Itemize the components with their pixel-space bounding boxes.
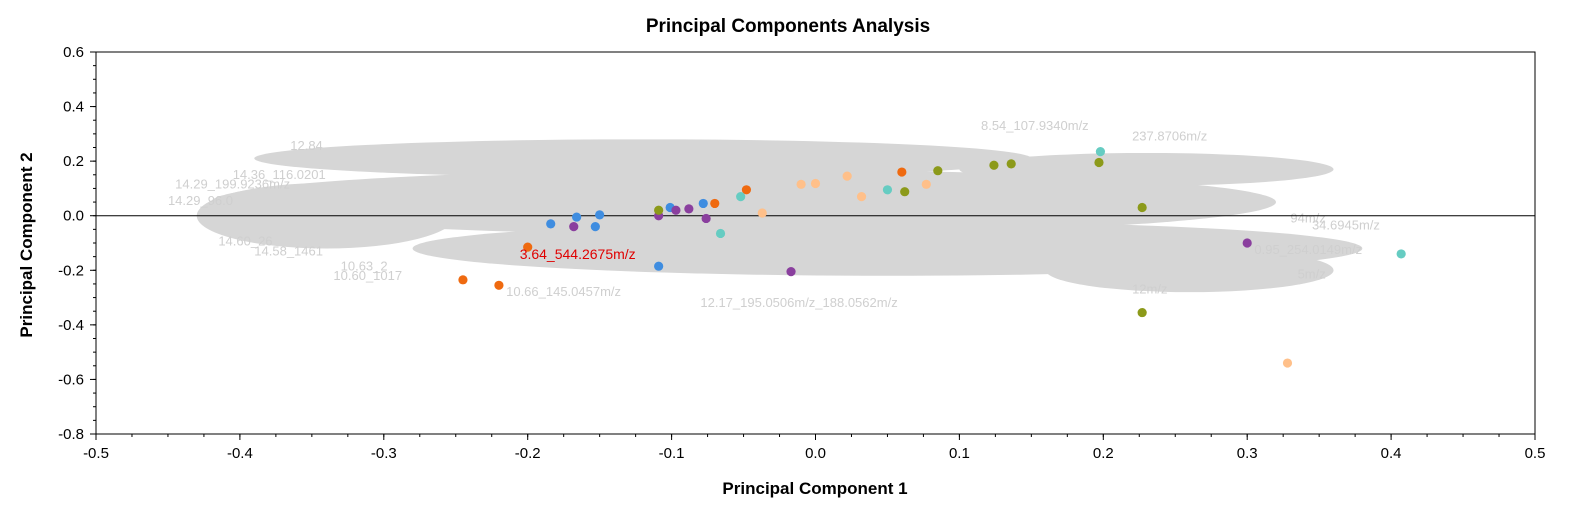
point-s2-6 xyxy=(1242,238,1252,248)
background-label-11: 237.8706m/z xyxy=(1132,129,1207,144)
background-label-5: 14.58_1461 xyxy=(254,243,323,258)
background-label-15: 5m/z xyxy=(1298,266,1326,281)
cloud-blob-1 xyxy=(211,169,1276,235)
point-s0-4 xyxy=(741,185,752,195)
point-s1-1 xyxy=(572,212,582,222)
background-label-6: 10.63_2 xyxy=(341,258,388,273)
point-s5-0 xyxy=(654,205,664,215)
background-label-3: 14.29_96.0 xyxy=(168,193,233,208)
point-s2-0 xyxy=(569,222,579,232)
x-tick-label-3: -0.2 xyxy=(515,445,541,462)
point-s1-3 xyxy=(595,210,605,220)
y-tick-label-4: -0.2 xyxy=(58,262,84,279)
point-s3-3 xyxy=(1095,146,1106,157)
point-s0-1 xyxy=(458,275,468,285)
y-tick-label-3: 0.0 xyxy=(63,208,84,225)
point-s3-0 xyxy=(736,192,746,202)
point-s3-1 xyxy=(715,228,726,239)
highlight-label: 3.64_544.2675m/z xyxy=(520,246,636,262)
x-tick-label-5: 0.0 xyxy=(805,445,826,462)
background-label-8: 10.66_145.0457m/z xyxy=(506,284,621,299)
point-s4-5 xyxy=(921,179,931,189)
point-s3-4 xyxy=(1396,249,1406,259)
point-s2-5 xyxy=(786,267,796,277)
background-label-16: 12m/z xyxy=(1132,281,1167,296)
point-s5-2 xyxy=(933,166,943,176)
point-s0-3 xyxy=(710,198,720,209)
x-tick-label-1: -0.4 xyxy=(227,445,253,462)
x-tick-label-4: -0.1 xyxy=(659,445,685,462)
point-s0-0 xyxy=(523,242,533,252)
y-tick-label-5: -0.4 xyxy=(58,317,84,334)
point-s4-2 xyxy=(810,178,821,189)
y-tick-label-2: 0.2 xyxy=(63,153,84,170)
x-tick-label-8: 0.3 xyxy=(1237,445,1258,462)
x-tick-label-9: 0.4 xyxy=(1381,445,1402,462)
background-label-12: 94m/z xyxy=(1290,211,1325,226)
point-s3-2 xyxy=(882,185,893,195)
x-tick-label-10: 0.5 xyxy=(1525,445,1546,462)
point-s1-2 xyxy=(590,222,600,232)
point-s5-7 xyxy=(1137,307,1147,318)
y-tick-label-1: 0.4 xyxy=(63,99,84,116)
point-s5-3 xyxy=(989,160,999,170)
point-s1-0 xyxy=(546,219,556,229)
y-tick-label-6: -0.6 xyxy=(58,371,84,388)
x-tick-label-7: 0.2 xyxy=(1093,445,1114,462)
x-tick-label-6: 0.1 xyxy=(949,445,970,462)
background-label-7: 10.60_1017 xyxy=(333,268,402,283)
point-s2-4 xyxy=(701,213,711,224)
background-label-14: 0.95_254.0149m/z xyxy=(1254,242,1362,257)
highlight-layer: 3.64_544.2675m/z xyxy=(520,246,636,262)
cloud-blob-0 xyxy=(254,139,1032,178)
point-s2-3 xyxy=(684,204,694,214)
cloud-blob-4 xyxy=(1045,248,1334,293)
point-s2-2 xyxy=(671,205,681,215)
point-s4-6 xyxy=(1282,358,1293,368)
point-s1-6 xyxy=(654,261,664,271)
point-s0-5 xyxy=(897,167,907,177)
y-tick-label-7: -0.8 xyxy=(58,426,84,443)
point-s4-4 xyxy=(856,192,867,202)
point-s5-4 xyxy=(1006,159,1016,169)
y-axis-title: Principal Component 2 xyxy=(17,152,36,337)
point-s5-5 xyxy=(1094,157,1104,168)
background-label-9: 12.17_195.0506m/z_188.0562m/z xyxy=(700,295,897,310)
y-tick-label-0: 0.6 xyxy=(63,44,84,61)
x-tick-label-0: -0.5 xyxy=(83,445,109,462)
point-s1-5 xyxy=(698,198,708,209)
background-label-10: 8.54_107.9340m/z xyxy=(981,118,1089,133)
background-label-0: 12.84 xyxy=(290,138,323,153)
plot-frame: -0.5 -0.4 -0.3 -0.2 -0.1 0.0 0.1 0.2 0.3 0.4 0.5 0.… xyxy=(58,44,1545,462)
background-label-2: 14.29_199.9236m/z xyxy=(175,176,290,191)
background-label-1: 14.36_116.0201 xyxy=(233,167,326,182)
x-axis-title: Principal Component 1 xyxy=(722,479,907,498)
point-s4-0 xyxy=(757,208,767,218)
x-tick-label-2: -0.3 xyxy=(371,445,397,462)
background-label-4: 14.60_26 xyxy=(218,234,272,249)
point-s5-6 xyxy=(1137,202,1147,213)
chart-title: Principal Components Analysis xyxy=(646,16,930,37)
data-points xyxy=(458,146,1406,368)
cloud-blob-3 xyxy=(959,152,1334,186)
point-s5-1 xyxy=(900,187,910,197)
point-s4-1 xyxy=(796,179,806,189)
background-label-13: 34.6945m/z xyxy=(1312,217,1380,232)
point-s4-3 xyxy=(842,171,852,181)
point-s0-2 xyxy=(494,280,504,290)
